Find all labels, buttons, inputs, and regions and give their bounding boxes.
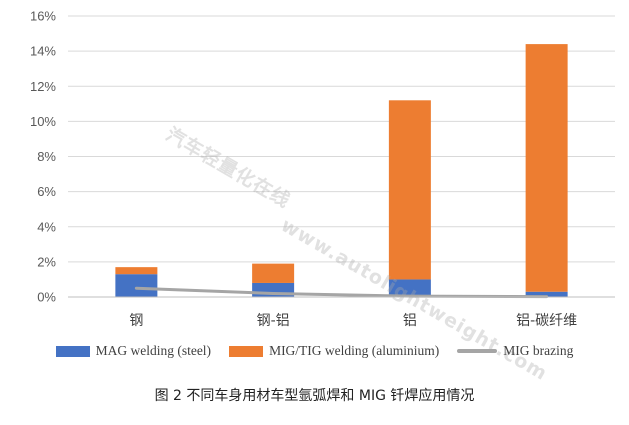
legend-item-mig-brazing: MIG brazing (457, 343, 573, 359)
x-tick-label: 钢-铝 (257, 313, 290, 329)
y-tick-label: 10% (30, 114, 56, 129)
x-tick-label: 铝 (403, 313, 417, 329)
y-tick-label: 4% (37, 219, 56, 234)
x-tick-label: 铝-碳纤维 (516, 313, 577, 329)
line-series (134, 286, 549, 299)
y-tick-label: 8% (37, 149, 56, 164)
y-tick-label: 6% (37, 184, 56, 199)
y-tick-label: 16% (30, 9, 56, 24)
bar-segment (525, 44, 568, 292)
legend-swatch-mig-brazing (457, 349, 498, 353)
y-tick-label: 0% (37, 290, 56, 305)
y-tick-label: 12% (30, 79, 56, 94)
bar-segment (115, 267, 158, 275)
y-axis: 0% 2% 4% 6% 8% 10% 12% 14% 16% (30, 9, 56, 305)
x-axis: 钢 钢-铝 铝 铝-碳纤维 (68, 296, 615, 329)
line-series-path (134, 286, 549, 299)
y-tick-label: 2% (37, 254, 56, 269)
x-tick-label: 钢 (129, 313, 143, 329)
bar-segment (252, 263, 295, 283)
bar-segment (115, 274, 158, 297)
legend-swatch-mag (55, 345, 90, 357)
legend-item-mig-tig: MIG/TIG welding (aluminium) (229, 343, 439, 359)
figure-caption: 图 2 不同车身用材车型氩弧焊和 MIG 钎焊应用情况 (154, 388, 475, 404)
y-tick-label: 14% (30, 44, 56, 59)
bar-segment (388, 100, 431, 280)
legend-label-mig-brazing: MIG brazing (503, 343, 574, 358)
legend-swatch-mig-tig (229, 345, 264, 357)
legend-item-mag: MAG welding (steel) (55, 343, 212, 359)
chart: 0% 2% 4% 6% 8% 10% 12% 14% 16% 钢 钢-铝 铝 铝-碳纤维 (30, 9, 615, 329)
legend-label-mig-tig: MIG/TIG welding (aluminium) (269, 343, 440, 358)
legend-label-mag: MAG welding (steel) (95, 343, 212, 358)
bars (115, 44, 568, 297)
legend: MAG welding (steel) MIG/TIG welding (alu… (0, 343, 629, 359)
bar-segment (525, 291, 568, 297)
gridlines (68, 15, 615, 263)
bar-segment (388, 279, 431, 297)
